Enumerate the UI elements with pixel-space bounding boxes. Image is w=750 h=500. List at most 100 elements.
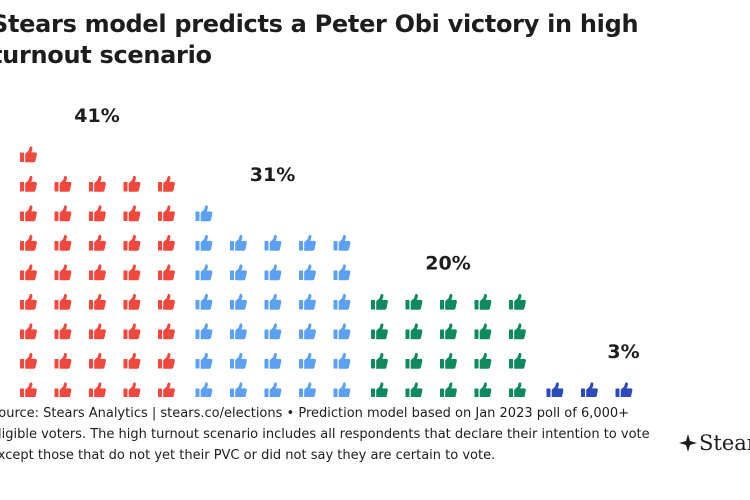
thumbs-up-icon (20, 234, 37, 251)
thumbs-up-icon (158, 382, 175, 397)
thumbs-up-icon (89, 323, 106, 340)
thumbs-up-icon (474, 352, 492, 369)
thumbs-up-icon (20, 323, 37, 340)
thumbs-up-icon (509, 323, 526, 340)
thumbs-up-icon (195, 205, 213, 222)
thumbs-up-icon (405, 323, 423, 340)
thumbs-up-icon (509, 352, 526, 369)
thumbs-up-icon (89, 205, 106, 222)
thumbs-up-icon (20, 382, 37, 397)
thumbs-up-icon (440, 293, 457, 310)
thumbs-up-icon (405, 382, 423, 397)
thumbs-up-icon (195, 382, 213, 397)
value-label: 20% (425, 253, 470, 275)
bar-2 (195, 205, 351, 397)
thumbs-up-icon (230, 352, 247, 369)
thumbs-up-icon (158, 323, 175, 340)
thumbs-up-icon (123, 382, 141, 397)
bar-1 (20, 146, 175, 397)
thumbs-up-icon (371, 352, 388, 369)
thumbs-up-icon (299, 264, 316, 281)
thumbs-up-icon (195, 293, 213, 310)
thumbs-up-icon (123, 205, 141, 222)
thumbs-up-icon (440, 323, 457, 340)
thumbs-up-icon (333, 323, 351, 340)
thumbs-up-icon (54, 293, 72, 310)
thumbs-up-icon (264, 382, 282, 397)
value-label: 31% (250, 164, 295, 186)
thumbs-up-icon (89, 264, 106, 281)
thumbs-up-icon (20, 175, 37, 192)
thumbs-up-icon (54, 234, 72, 251)
thumbs-up-icon (89, 234, 106, 251)
thumbs-up-icon (371, 293, 388, 310)
thumbs-up-icon (20, 264, 37, 281)
bar-4 (546, 382, 633, 397)
thumbs-up-icon (230, 234, 247, 251)
thumbs-up-icon (20, 352, 37, 369)
thumbs-up-icon (195, 352, 213, 369)
thumbs-up-icon (89, 175, 106, 192)
thumbs-up-icon (509, 293, 526, 310)
thumbs-up-icon (509, 382, 526, 397)
thumbs-up-icon (123, 352, 141, 369)
thumbs-up-icon (89, 293, 106, 310)
thumbs-up-icon (333, 382, 351, 397)
thumbs-up-icon (20, 146, 37, 163)
thumbs-up-icon (299, 234, 316, 251)
thumbs-up-icon (158, 175, 175, 192)
thumbs-up-icon (195, 234, 213, 251)
value-label: 3% (607, 341, 639, 363)
thumbs-up-icon (371, 382, 388, 397)
thumbs-up-icon (89, 352, 106, 369)
thumbs-up-icon (264, 323, 282, 340)
thumbs-up-icon (54, 205, 72, 222)
thumbs-up-icon (299, 293, 316, 310)
stears-logo-icon (679, 434, 697, 452)
pictogram-chart: 41% 31% 20% 3% (20, 105, 640, 397)
thumbs-up-icon (230, 382, 247, 397)
thumbs-up-icon (123, 323, 141, 340)
thumbs-up-icon (264, 234, 282, 251)
thumbs-up-icon (474, 323, 492, 340)
thumbs-up-icon (230, 323, 247, 340)
chart-title: Stears model predicts a Peter Obi victor… (0, 10, 639, 69)
thumbs-up-icon (123, 264, 141, 281)
thumbs-up-icon (123, 293, 141, 310)
thumbs-up-icon (371, 323, 388, 340)
thumbs-up-icon (333, 352, 351, 369)
thumbs-up-icon (299, 323, 316, 340)
thumbs-up-icon (158, 205, 175, 222)
thumbs-up-icon (474, 293, 492, 310)
brand-name: Stears (699, 431, 750, 455)
thumbs-up-icon (123, 234, 141, 251)
thumbs-up-icon (405, 293, 423, 310)
thumbs-up-icon (54, 323, 72, 340)
stears-logo: Stears (678, 428, 750, 458)
thumbs-up-icon (581, 382, 598, 397)
thumbs-up-icon (299, 382, 316, 397)
thumbs-up-icon (299, 352, 316, 369)
thumbs-up-icon (333, 264, 351, 281)
thumbs-up-icon (195, 323, 213, 340)
thumbs-up-icon (264, 352, 282, 369)
source-note: Source: Stears Analytics | stears.co/ele… (0, 406, 650, 463)
thumbs-up-icon (89, 382, 106, 397)
thumbs-up-icon (333, 234, 351, 251)
thumbs-up-icon (264, 293, 282, 310)
thumbs-up-icon (264, 264, 282, 281)
thumbs-up-icon (54, 352, 72, 369)
thumbs-up-icon (20, 205, 37, 222)
thumbs-up-icon (158, 234, 175, 251)
thumbs-up-icon (474, 382, 492, 397)
thumbs-up-icon (615, 382, 633, 397)
thumbs-up-icon (195, 264, 213, 281)
thumbs-up-icon (54, 382, 72, 397)
thumbs-up-icon (54, 175, 72, 192)
thumbs-up-icon (158, 293, 175, 310)
thumbs-up-icon (333, 293, 351, 310)
thumbs-up-icon (54, 264, 72, 281)
thumbs-up-icon (123, 175, 141, 192)
thumbs-up-icon (158, 352, 175, 369)
thumbs-up-icon (230, 264, 247, 281)
